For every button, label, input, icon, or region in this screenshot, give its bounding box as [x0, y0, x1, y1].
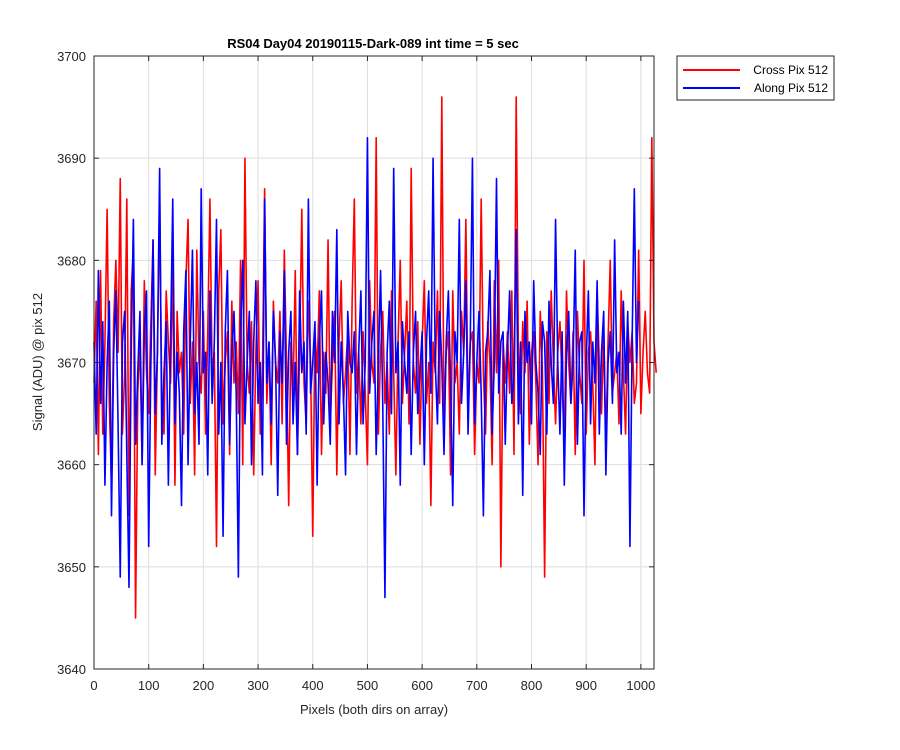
x-tick-label: 900	[575, 678, 597, 693]
y-axis-ticks: 3640 3650 3660 3670 3680 3690 3700	[57, 49, 654, 677]
y-tick-label: 3650	[57, 560, 86, 575]
x-tick-label: 500	[357, 678, 379, 693]
legend-label-cross: Cross Pix 512	[753, 63, 828, 77]
x-axis-label: Pixels (both dirs on array)	[300, 702, 448, 717]
x-tick-label: 800	[521, 678, 543, 693]
chart-title: RS04 Day04 20190115-Dark-089 int time = …	[227, 36, 519, 51]
y-tick-label: 3690	[57, 151, 86, 166]
x-tick-label: 0	[90, 678, 97, 693]
y-tick-label: 3660	[57, 458, 86, 473]
legend-label-along: Along Pix 512	[754, 81, 828, 95]
y-axis-label: Signal (ADU) @ pix 512	[30, 293, 45, 431]
x-tick-label: 700	[466, 678, 488, 693]
x-tick-label: 300	[247, 678, 269, 693]
series-line-along-pix-512	[93, 136, 640, 599]
x-axis-ticks: 0 100 200 300 400 500 600 700 800 900 1000	[90, 56, 655, 693]
legend: Cross Pix 512 Along Pix 512	[676, 55, 835, 101]
y-tick-label: 3640	[57, 662, 86, 677]
x-tick-label: 400	[302, 678, 324, 693]
y-tick-label: 3680	[57, 253, 86, 268]
x-tick-label: 600	[411, 678, 433, 693]
x-tick-label: 200	[193, 678, 215, 693]
series-layer	[93, 96, 657, 619]
y-tick-label: 3670	[57, 356, 86, 371]
x-tick-label: 1000	[626, 678, 655, 693]
legend-box	[676, 55, 835, 101]
x-tick-label: 100	[138, 678, 160, 693]
y-tick-label: 3700	[57, 49, 86, 64]
